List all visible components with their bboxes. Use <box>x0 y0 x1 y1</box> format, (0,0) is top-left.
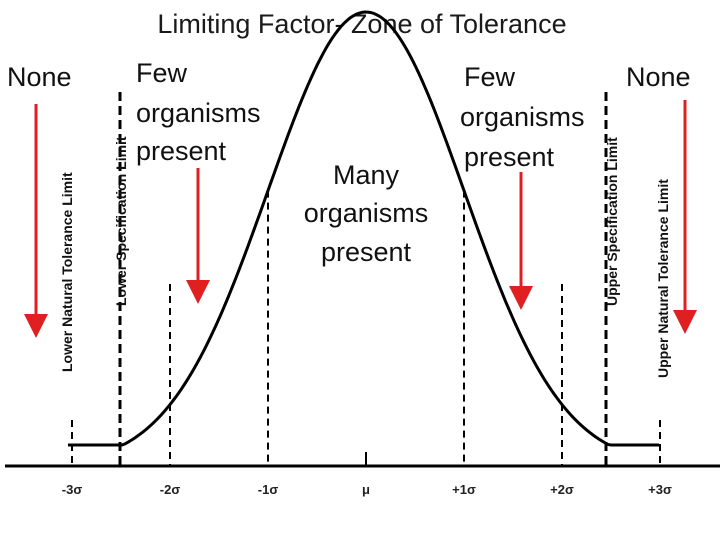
diagram-title: Limiting Factor- Zone of Tolerance <box>157 9 566 39</box>
center-many-line-2: organisms <box>304 198 429 228</box>
left-few-line-2: organisms <box>136 98 261 128</box>
center-many-line-3: present <box>321 237 412 267</box>
right-few-line-2: organisms <box>460 102 585 132</box>
upper-spec-limit-label: Upper Specification Limit <box>604 137 620 306</box>
plus-1-sigma-tick-label: +1σ <box>452 482 476 497</box>
mu-tick-label: μ <box>362 482 370 497</box>
right-few-line-3: present <box>464 142 555 172</box>
left-few-line-3: present <box>136 136 227 166</box>
lower-natural-limit-label: Lower Natural Tolerance Limit <box>59 172 75 372</box>
upper-natural-limit-label: Upper Natural Tolerance Limit <box>655 179 671 378</box>
plus-2-sigma-tick-label: +2σ <box>550 482 574 497</box>
minus-3-sigma-tick-label: -3σ <box>62 482 83 497</box>
left-few-line-1: Few <box>136 58 188 88</box>
plus-3-sigma-tick-label: +3σ <box>648 482 672 497</box>
right-none-label: None <box>626 62 691 92</box>
sigma-guide-lines <box>71 190 661 466</box>
right-few-line-1: Few <box>464 62 516 92</box>
lower-spec-limit-label: Lower Specification Limit <box>113 136 129 306</box>
minus-2-sigma-tick-label: -2σ <box>160 482 181 497</box>
bell-curve <box>68 10 659 447</box>
sigma-tick-labels: -3σ -2σ -1σ μ +1σ +2σ +3σ <box>62 482 672 497</box>
minus-1-sigma-tick-label: -1σ <box>258 482 279 497</box>
center-many-line-1: Many <box>333 160 400 190</box>
left-none-label: None <box>7 62 72 92</box>
